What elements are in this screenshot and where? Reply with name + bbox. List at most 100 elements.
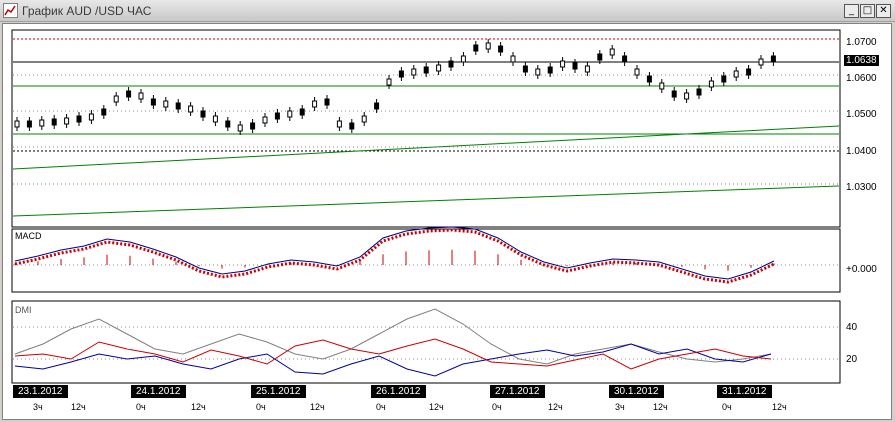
candle-body [126, 90, 132, 98]
candle-body [138, 92, 144, 100]
candle-body [684, 92, 690, 100]
price-label-4: 1.0400 [846, 146, 877, 157]
candle-body [609, 48, 615, 56]
current-price-badge: 1.0638 [844, 55, 879, 66]
candle-body [299, 108, 305, 116]
candle-body [560, 60, 566, 68]
candle-body [88, 113, 94, 121]
candle-body [386, 78, 392, 86]
chart-canvas[interactable] [3, 24, 893, 421]
candle-body [150, 98, 156, 106]
candle-body [336, 120, 342, 128]
candle-body [250, 122, 256, 130]
candle-body [113, 95, 119, 103]
candle-body [646, 75, 652, 83]
candle-body [770, 55, 776, 63]
candle-body [634, 68, 640, 76]
candle-body [411, 68, 417, 76]
candle-body [597, 53, 603, 61]
candle-body [398, 70, 404, 78]
macd-signal-line [14, 228, 775, 284]
hour-tick: 12ч [548, 402, 563, 412]
hour-tick: 12ч [653, 402, 668, 412]
candle-body [659, 82, 665, 90]
candle-body [188, 105, 194, 113]
candle-body [572, 62, 578, 70]
macd-panel[interactable] [11, 228, 841, 293]
candle-body [163, 100, 169, 108]
date-label-5: 27.1.2012 [490, 385, 545, 398]
price-panel[interactable] [11, 29, 841, 228]
candle-body [64, 117, 70, 125]
window-title: График AUD /USD ЧАС [22, 4, 152, 18]
hour-tick: 12ч [191, 402, 206, 412]
candle-body [361, 115, 367, 123]
candle-body [522, 65, 528, 73]
hour-tick: 3ч [33, 402, 43, 412]
adx-line [14, 308, 772, 365]
candle-body [622, 55, 628, 63]
chart-window: 1.0700 1.0600 1.0500 1.0400 1.0300 1.063… [2, 23, 892, 420]
candle-body [510, 55, 516, 63]
dmi-minus-line [14, 338, 772, 370]
candle-body [485, 42, 491, 50]
dmi-panel[interactable] [11, 300, 841, 384]
candle-body [696, 88, 702, 96]
candle-body [374, 102, 380, 110]
trend-line [12, 185, 840, 217]
candle-body [547, 66, 553, 74]
hour-tick: 12ч [772, 402, 787, 412]
candle-body [101, 108, 107, 116]
minimize-button[interactable]: _ [844, 4, 859, 18]
hour-tick: 0ч [492, 402, 502, 412]
candle-body [287, 110, 293, 118]
candle-body [448, 60, 454, 68]
candle-body [212, 115, 218, 123]
candle-body [349, 122, 355, 130]
candle-body [460, 55, 466, 63]
date-label-7: 31.1.2012 [717, 385, 772, 398]
candle-body [200, 110, 206, 118]
candle-body [436, 64, 442, 72]
candle-body [758, 58, 764, 66]
price-label-5: 1.0300 [846, 182, 877, 193]
date-label-1: 23.1.2012 [13, 385, 68, 398]
candle-body [324, 98, 330, 106]
macd-line [14, 226, 775, 280]
candle-body [39, 119, 45, 127]
dmi-level-40: 40 [846, 322, 858, 333]
macd-label: MACD [15, 231, 42, 241]
candle-body [746, 68, 752, 76]
date-label-6: 30.1.2012 [609, 385, 664, 398]
dmi-level-20: 20 [846, 354, 858, 365]
hour-tick: 3ч [615, 402, 625, 412]
date-label-2: 24.1.2012 [131, 385, 186, 398]
window-titlebar: График AUD /USD ЧАС _ □ ✕ [0, 0, 895, 22]
candle-body [14, 120, 20, 128]
hour-tick: 12ч [310, 402, 325, 412]
macd-zero-label: +0.000 [846, 264, 877, 275]
price-label-3: 1.0500 [846, 109, 877, 120]
dmi-label: DMI [15, 305, 32, 315]
price-label-1: 1.0700 [846, 37, 877, 48]
candle-body [237, 124, 243, 132]
candle-body [76, 115, 82, 123]
hour-tick: 12ч [71, 402, 86, 412]
maximize-button[interactable]: □ [860, 4, 875, 18]
date-label-3: 25.1.2012 [251, 385, 306, 398]
candle-body [584, 65, 590, 73]
close-button[interactable]: ✕ [876, 4, 891, 18]
candle-body [473, 44, 479, 52]
date-label-4: 26.1.2012 [371, 385, 426, 398]
candle-body [535, 68, 541, 76]
price-label-2: 1.0600 [846, 73, 877, 84]
candle-body [51, 118, 57, 126]
candle-body [733, 70, 739, 78]
candle-body [26, 120, 32, 128]
candle-body [498, 45, 504, 53]
candle-body [225, 120, 231, 128]
hour-tick: 0ч [722, 402, 732, 412]
candle-body [708, 80, 714, 88]
chart-app-icon [3, 3, 18, 18]
hour-tick: 0ч [256, 402, 266, 412]
